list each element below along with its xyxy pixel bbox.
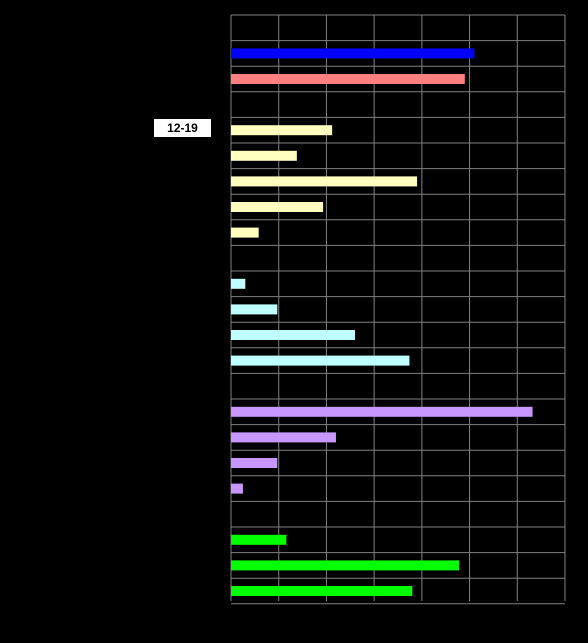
bar [231, 355, 410, 366]
bar [231, 560, 460, 571]
bar [231, 406, 533, 417]
bar [231, 125, 333, 136]
bar [231, 227, 259, 238]
highlight-label: 12-19 [154, 119, 211, 137]
bar [231, 534, 287, 545]
bar [231, 48, 475, 59]
bar [231, 74, 465, 84]
bar [231, 150, 297, 161]
bar [231, 176, 418, 187]
bar [231, 304, 278, 315]
bar [231, 330, 356, 340]
bar [231, 586, 413, 596]
bar [231, 432, 336, 443]
bar [231, 458, 278, 468]
bar [231, 202, 324, 212]
bar [231, 278, 246, 289]
bar [231, 483, 243, 494]
